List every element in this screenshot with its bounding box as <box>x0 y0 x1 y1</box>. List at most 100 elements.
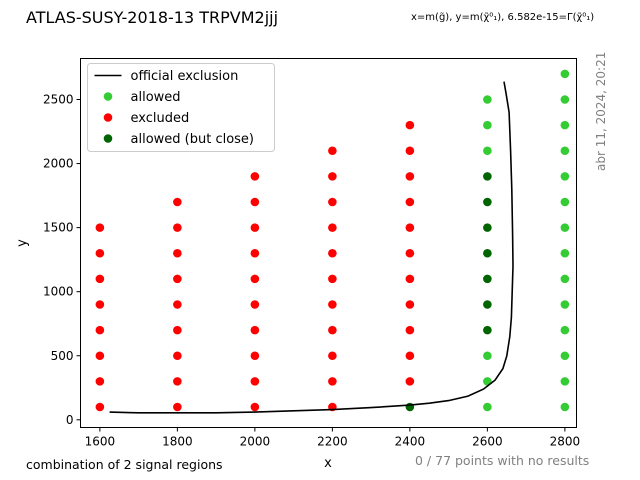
x-tick-label-2000: 2000 <box>240 435 271 449</box>
point-excluded-14 <box>173 248 182 258</box>
point-allowed-2 <box>483 351 492 361</box>
plot-frame <box>80 58 577 428</box>
point-excluded-44 <box>405 223 415 232</box>
point-allowed-11 <box>560 274 570 284</box>
point-excluded-12 <box>173 300 182 309</box>
y-tick-label-500: 500 <box>51 349 74 363</box>
point-excluded-21 <box>250 300 260 309</box>
x-axis: 1600 1800 2000 2200 2400 2600 2800 <box>85 427 581 449</box>
point-allowed-but-close-5 <box>483 223 492 232</box>
x-axis-label: x <box>324 456 332 471</box>
point-allowed-but-close-0 <box>405 402 415 412</box>
point-allowed-15 <box>560 172 570 181</box>
y-axis: 0 500 1000 1500 2000 2500 <box>43 93 81 427</box>
point-allowed-12 <box>560 248 570 258</box>
point-excluded-3 <box>95 325 105 335</box>
point-excluded-0 <box>95 402 105 412</box>
y-axis-label: y <box>15 239 30 247</box>
y-tick-label-1500: 1500 <box>43 221 74 235</box>
point-allowed-but-close-1 <box>483 325 492 335</box>
point-excluded-45 <box>405 197 415 207</box>
chart-title: ATLAS-SUSY-2018-13 TRPVM2jjj <box>26 8 279 27</box>
chart-subtitle: x=m(g̃), y=m(χ̃⁰₁), 6.582e-15=Γ(χ̃⁰₁) <box>411 12 595 23</box>
point-excluded-1 <box>95 377 105 386</box>
point-excluded-20 <box>250 325 260 335</box>
point-excluded-30 <box>328 325 337 335</box>
point-excluded-23 <box>250 248 260 258</box>
point-allowed-16 <box>560 146 570 156</box>
point-allowed-8 <box>560 351 570 361</box>
y-tick-label-2000: 2000 <box>43 157 74 171</box>
point-excluded-9 <box>173 377 182 386</box>
point-allowed-but-close-7 <box>483 172 492 181</box>
legend-swatch-allowed-but-close <box>103 134 113 143</box>
point-excluded-25 <box>250 197 260 207</box>
point-allowed-13 <box>560 223 570 232</box>
chart-marks <box>95 69 570 414</box>
point-allowed-3 <box>483 146 492 156</box>
signal-regions-note: combination of 2 signal regions <box>26 457 223 472</box>
point-excluded-35 <box>328 197 337 207</box>
point-excluded-22 <box>250 274 260 284</box>
point-excluded-7 <box>95 223 105 232</box>
y-tick-label-1000: 1000 <box>43 285 74 299</box>
y-tick-label-0: 0 <box>66 413 74 427</box>
legend-label-official-exclusion: official exclusion <box>131 69 239 84</box>
point-excluded-29 <box>328 351 337 361</box>
point-excluded-24 <box>250 223 260 232</box>
point-allowed-19 <box>560 69 570 79</box>
point-allowed-17 <box>560 120 570 130</box>
legend-swatch-allowed <box>103 92 113 101</box>
point-excluded-15 <box>173 223 182 232</box>
point-excluded-36 <box>328 172 337 181</box>
point-excluded-17 <box>250 402 260 412</box>
point-excluded-19 <box>250 351 260 361</box>
y-tick-label-2500: 2500 <box>43 93 74 107</box>
point-excluded-16 <box>173 197 182 207</box>
point-excluded-39 <box>405 351 415 361</box>
point-excluded-33 <box>328 248 337 258</box>
point-excluded-47 <box>405 146 415 156</box>
point-excluded-6 <box>95 248 105 258</box>
point-allowed-9 <box>560 325 570 335</box>
point-excluded-34 <box>328 223 337 232</box>
official-exclusion-line <box>109 81 514 414</box>
point-excluded-13 <box>173 274 182 284</box>
x-tick-label-2800: 2800 <box>550 435 581 449</box>
point-excluded-26 <box>250 172 260 181</box>
point-excluded-28 <box>328 377 337 386</box>
point-allowed-but-close-4 <box>483 248 492 258</box>
point-excluded-40 <box>405 325 415 335</box>
point-allowed-7 <box>560 377 570 386</box>
point-allowed-but-close-2 <box>483 300 492 309</box>
point-allowed-4 <box>483 120 492 130</box>
point-excluded-38 <box>405 377 415 386</box>
legend-label-allowed: allowed <box>131 90 181 105</box>
point-excluded-18 <box>250 377 260 386</box>
x-tick-label-2200: 2200 <box>317 435 348 449</box>
x-tick-label-2600: 2600 <box>472 435 503 449</box>
point-excluded-32 <box>328 274 337 284</box>
legend-label-excluded: excluded <box>131 111 190 126</box>
point-excluded-4 <box>95 300 105 309</box>
point-excluded-2 <box>95 351 105 361</box>
x-tick-label-1800: 1800 <box>162 435 193 449</box>
legend-box <box>87 63 275 152</box>
point-excluded-42 <box>405 274 415 284</box>
legend: official exclusion allowed excluded allowed… <box>87 63 275 152</box>
point-allowed-but-close-3 <box>483 274 492 284</box>
x-tick-label-1600: 1600 <box>85 435 116 449</box>
point-excluded-31 <box>328 300 337 309</box>
point-allowed-but-close-6 <box>483 197 492 207</box>
point-allowed-5 <box>483 95 492 104</box>
point-excluded-10 <box>173 351 182 361</box>
point-allowed-18 <box>560 95 570 104</box>
point-excluded-46 <box>405 172 415 181</box>
point-excluded-41 <box>405 300 415 309</box>
point-allowed-10 <box>560 300 570 309</box>
point-excluded-8 <box>173 402 182 412</box>
point-excluded-48 <box>405 120 415 130</box>
point-allowed-14 <box>560 197 570 207</box>
point-allowed-6 <box>560 402 570 412</box>
